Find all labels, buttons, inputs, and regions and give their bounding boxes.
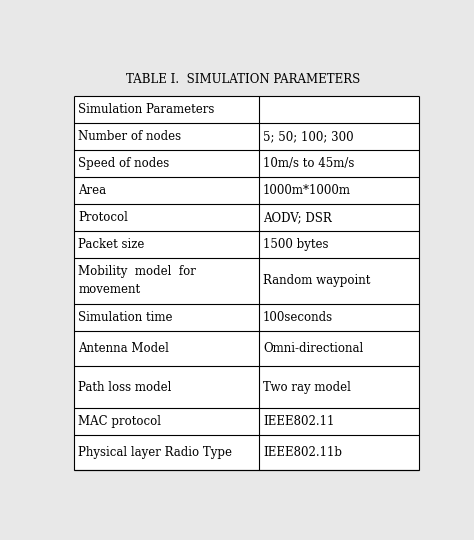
Text: Simulation time: Simulation time [78,311,173,324]
Text: 1500 bytes: 1500 bytes [263,238,328,251]
Text: AODV; DSR: AODV; DSR [263,211,332,224]
Text: Random waypoint: Random waypoint [263,274,371,287]
Text: 5; 50; 100; 300: 5; 50; 100; 300 [263,130,354,143]
Text: IEEE802.11: IEEE802.11 [263,415,335,428]
Text: Protocol: Protocol [78,211,128,224]
Text: Simulation Parameters: Simulation Parameters [78,103,215,116]
Text: Physical layer Radio Type: Physical layer Radio Type [78,446,232,459]
Text: Speed of nodes: Speed of nodes [78,157,170,170]
Text: Two ray model: Two ray model [263,381,351,394]
Text: IEEE802.11b: IEEE802.11b [263,446,342,459]
Text: Path loss model: Path loss model [78,381,172,394]
Text: Packet size: Packet size [78,238,145,251]
Text: Omni-directional: Omni-directional [263,342,364,355]
Text: movement: movement [78,284,140,296]
Text: Number of nodes: Number of nodes [78,130,182,143]
Text: 100seconds: 100seconds [263,311,333,324]
Text: 10m/s to 45m/s: 10m/s to 45m/s [263,157,355,170]
Text: MAC protocol: MAC protocol [78,415,161,428]
Text: Mobility  model  for: Mobility model for [78,265,196,278]
Text: Antenna Model: Antenna Model [78,342,169,355]
Text: TABLE I.  SIMULATION PARAMETERS: TABLE I. SIMULATION PARAMETERS [126,73,360,86]
Text: 1000m*1000m: 1000m*1000m [263,184,351,197]
Text: Area: Area [78,184,107,197]
